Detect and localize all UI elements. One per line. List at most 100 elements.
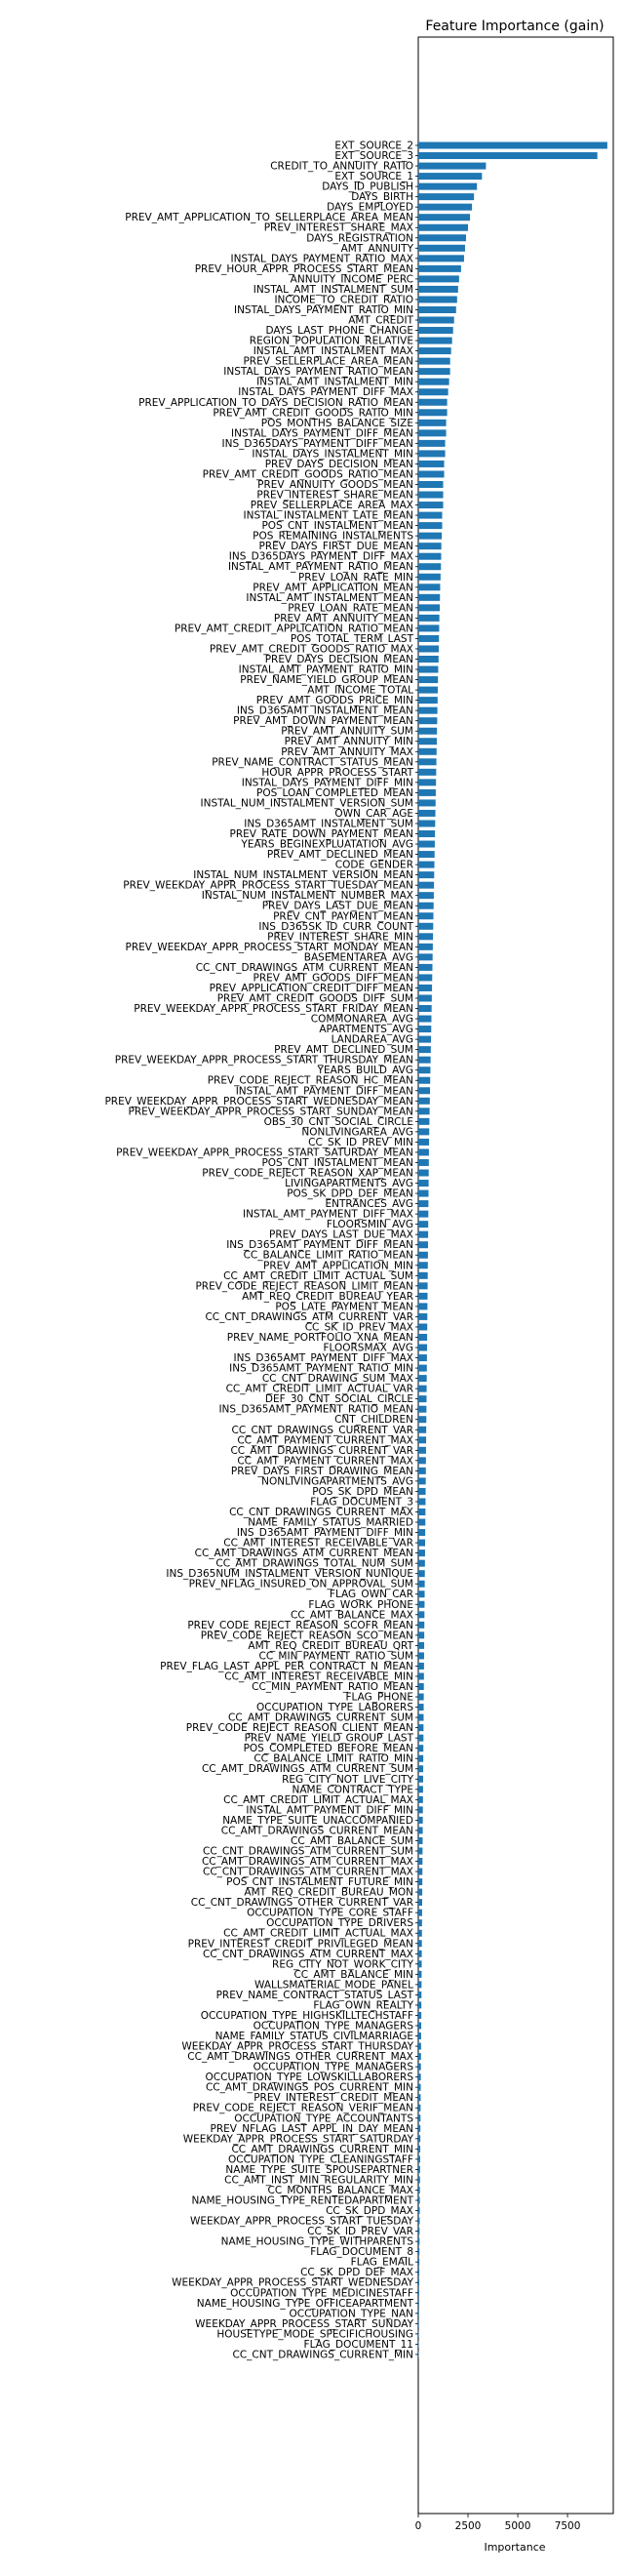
- bar-138: [418, 1559, 425, 1567]
- y-tick-label-111: PREV_CODE_REJECT_REASON_LIMIT_MEAN: [195, 1280, 413, 1292]
- y-tick-label-21: PREV_SELLERPLACE_AREA_MEAN: [243, 356, 413, 368]
- y-tick-label-146: AMT_REQ_CREDIT_BUREAU_QRT: [248, 1640, 413, 1652]
- y-tick-label-195: CC_AMT_DRAWINGS_CURRENT_MIN: [231, 2144, 413, 2155]
- y-tick-label-90: YEARS_BUILD_AVG: [317, 1065, 413, 1076]
- bar-57: [418, 727, 438, 735]
- y-tick-label-60: PREV_NAME_CONTRACT_STATUS_MEAN: [212, 756, 413, 768]
- y-tick-label-182: OCCUPATION_TYPE_HIGHSKILLTECHSTAFF: [201, 2010, 413, 2022]
- y-tick-label-49: PREV_AMT_CREDIT_GOODS_RATIO_MAX: [210, 643, 413, 655]
- y-tick-label-175: PREV_INTEREST_CREDIT_PRIVILEGED_MEAN: [188, 1938, 413, 1950]
- bar-80: [418, 963, 433, 971]
- bar-189: [418, 2083, 421, 2091]
- y-tick-label-108: CC_BALANCE_LIMIT_RATIO_MEAN: [244, 1250, 413, 1262]
- bar-76: [418, 922, 434, 930]
- y-tick-label-201: CC_SK_DPD_MAX: [326, 2205, 413, 2217]
- bar-92: [418, 1087, 431, 1095]
- y-tick-label-178: CC_AMT_BALANCE_MIN: [293, 1969, 413, 1981]
- bar-79: [418, 953, 433, 961]
- bar-72: [418, 881, 435, 889]
- y-tick-label-58: PREV_AMT_ANNUITY_MIN: [285, 736, 413, 747]
- y-tick-labels: EXT_SOURCE_2EXT_SOURCE_3CREDIT_TO_ANNUIT…: [104, 141, 418, 2360]
- y-tick-label-147: CC_MIN_PAYMENT_RATIO_SUM: [259, 1650, 414, 1662]
- bar-55: [418, 706, 438, 714]
- y-tick-label-39: PREV_DAYS_FIRST_DUE_MEAN: [259, 541, 413, 552]
- bar-142: [418, 1600, 425, 1608]
- bar-203: [418, 2228, 420, 2235]
- bar-46: [418, 614, 440, 622]
- y-tick-label-77: PREV_INTEREST_SHARE_MIN: [267, 931, 413, 943]
- y-tick-label-181: FLAG_OWN_REALTY: [313, 1999, 413, 2011]
- bar-27: [418, 419, 447, 426]
- y-tick-label-120: CC_CNT_DRAWING_SUM_MAX: [262, 1373, 413, 1385]
- y-tick-label-143: CC_AMT_BALANCE_MAX: [291, 1609, 413, 1621]
- bar-202: [418, 2217, 420, 2225]
- bar-209: [418, 2289, 419, 2297]
- bar-23: [418, 378, 449, 385]
- y-tick-label-52: PREV_NAME_YIELD_GROUP_MEAN: [240, 674, 413, 686]
- y-tick-label-145: PREV_CODE_REJECT_REASON_SCO_MEAN: [201, 1630, 413, 1641]
- y-tick-label-31: PREV_DAYS_DECISION_MEAN: [265, 459, 413, 470]
- y-tick-label-128: CC_AMT_PAYMENT_CURRENT_MAX: [237, 1455, 413, 1467]
- y-tick-label-92: INSTAL_AMT_PAYMENT_DIFF_MEAN: [236, 1085, 413, 1097]
- bar-210: [418, 2299, 419, 2307]
- bar-166: [418, 1847, 423, 1855]
- y-tick-label-97: CC_SK_ID_PREV_MIN: [308, 1137, 413, 1148]
- bar-98: [418, 1148, 429, 1156]
- bar-151: [418, 1693, 424, 1701]
- bar-1: [418, 152, 598, 160]
- y-tick-label-203: CC_SK_ID_PREV_VAR: [307, 2226, 413, 2237]
- y-tick-label-138: CC_AMT_DRAWINGS_TOTAL_NUM_SUM: [215, 1558, 413, 1570]
- y-tick-label-50: PREV_DAYS_DECISION_MEAN: [265, 654, 413, 665]
- bar-108: [418, 1251, 428, 1259]
- bar-102: [418, 1189, 429, 1197]
- y-tick-label-140: PREV_NFLAG_INSURED_ON_APPROVAL_SUM: [189, 1579, 413, 1590]
- bar-134: [418, 1518, 426, 1526]
- y-tick-label-47: PREV_AMT_CREDIT_APPLICATION_RATIO_MEAN: [175, 623, 413, 634]
- bar-129: [418, 1467, 426, 1474]
- y-tick-label-202: WEEKDAY_APPR_PROCESS_START_TUESDAY: [190, 2216, 414, 2228]
- bar-180: [418, 1991, 422, 1998]
- bar-168: [418, 1868, 423, 1875]
- y-tick-label-116: PREV_NAME_PORTFOLIO_XNA_MEAN: [227, 1332, 413, 1344]
- y-tick-label-186: CC_AMT_DRAWINGS_OTHER_CURRENT_MAX: [187, 2051, 413, 2063]
- bar-182: [418, 2011, 422, 2019]
- y-tick-label-122: DEF_30_CNT_SOCIAL_CIRCLE: [265, 1393, 413, 1405]
- bar-176: [418, 1950, 422, 1957]
- y-tick-label-183: OCCUPATION_TYPE_MANAGERS: [254, 2020, 414, 2032]
- y-tick-label-87: LANDAREA_AVG: [332, 1034, 413, 1046]
- bar-112: [418, 1292, 428, 1300]
- y-tick-label-101: LIVINGAPARTMENTS_AVG: [285, 1178, 413, 1189]
- bar-175: [418, 1940, 422, 1948]
- bar-207: [418, 2269, 420, 2276]
- bar-150: [418, 1683, 424, 1690]
- bar-128: [418, 1457, 426, 1465]
- y-tick-label-6: DAYS_EMPLOYED: [327, 202, 413, 214]
- bar-127: [418, 1446, 426, 1454]
- y-tick-label-46: PREV_AMT_ANNUITY_MEAN: [274, 613, 413, 624]
- bar-156: [418, 1745, 424, 1752]
- y-tick-label-161: CC_AMT_CREDIT_LIMIT_ACTUAL_MAX: [223, 1794, 413, 1806]
- x-tick-label-1: 2500: [455, 2520, 482, 2532]
- bar-133: [418, 1508, 426, 1515]
- y-tick-label-113: POS_LATE_PAYMENT_MEAN: [275, 1301, 413, 1312]
- y-tick-label-199: CC_MONTHS_BALANCE_MAX: [268, 2185, 413, 2196]
- bar-67: [418, 830, 436, 838]
- bar-195: [418, 2145, 421, 2153]
- x-tick-label-0: 0: [415, 2520, 422, 2532]
- bar-81: [418, 974, 433, 982]
- y-tick-label-20: INSTAL_AMT_INSTALMENT_MAX: [254, 345, 413, 357]
- y-tick-label-110: CC_AMT_CREDIT_LIMIT_ACTUAL_SUM: [223, 1270, 413, 1282]
- bar-177: [418, 1960, 422, 1968]
- bar-201: [418, 2207, 420, 2215]
- y-tick-label-63: POS_LOAN_COMPLETED_MEAN: [256, 787, 413, 799]
- y-tick-label-23: INSTAL_AMT_INSTALMENT_MIN: [256, 377, 413, 388]
- y-tick-label-35: PREV_SELLERPLACE_AREA_MAX: [251, 500, 413, 511]
- bar-115: [418, 1323, 428, 1331]
- bar-160: [418, 1786, 423, 1793]
- bar-185: [418, 2042, 421, 2050]
- y-tick-label-121: CC_AMT_CREDIT_LIMIT_ACTUAL_VAR: [226, 1384, 413, 1395]
- y-tick-label-168: CC_CNT_DRAWINGS_ATM_CURRENT_MAX: [203, 1867, 413, 1878]
- x-tick-label-3: 7500: [555, 2520, 581, 2532]
- bar-191: [418, 2104, 421, 2112]
- y-tick-label-17: AMT_CREDIT: [348, 315, 413, 327]
